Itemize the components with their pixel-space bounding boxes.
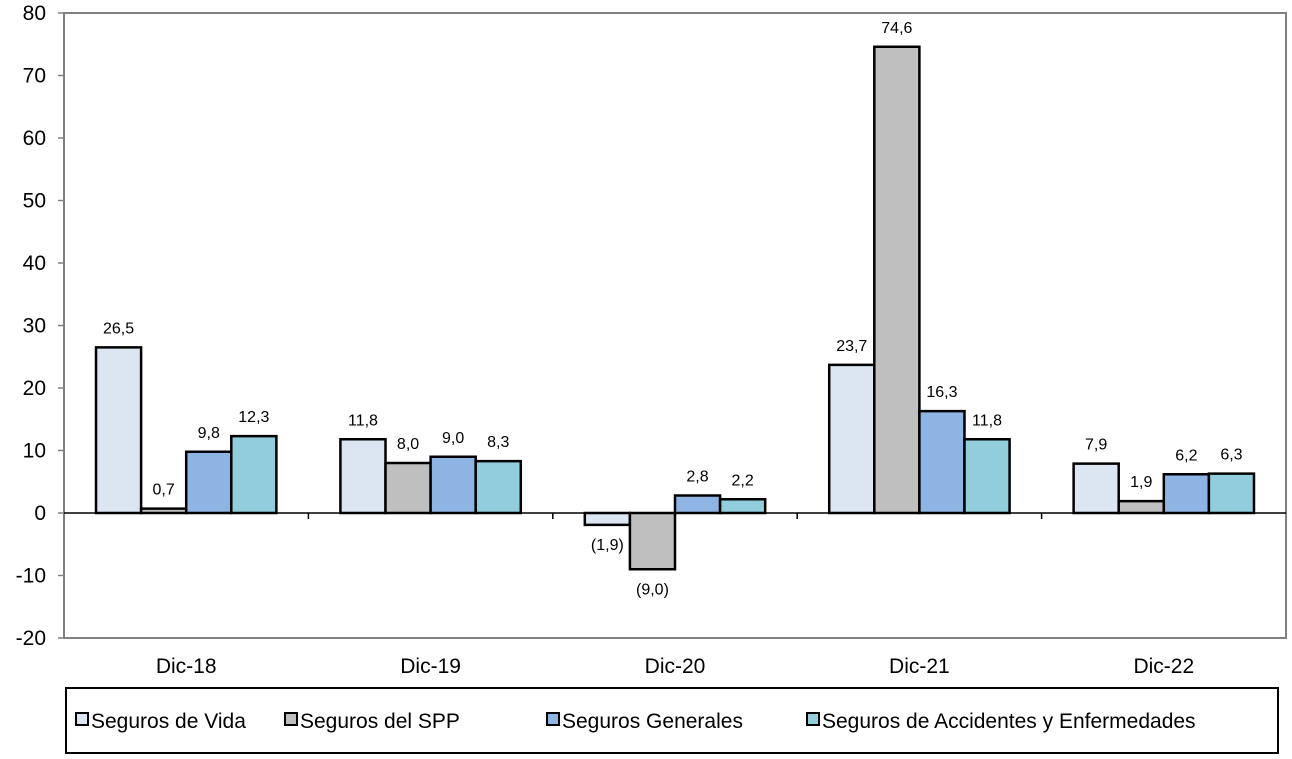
data-label: 8,3 (487, 434, 509, 451)
x-category-label: Dic-22 (1133, 655, 1194, 678)
y-tick-label: 70 (23, 65, 46, 88)
bar (339, 438, 387, 515)
data-label: (9,0) (636, 581, 669, 598)
legend-label: Seguros de Accidentes y Enfermedades (822, 710, 1196, 733)
bar (673, 494, 722, 515)
bars (94, 45, 1256, 571)
y-tick-label: -10 (16, 565, 46, 588)
data-label: 1,9 (1130, 474, 1152, 491)
legend-swatch (75, 712, 89, 726)
bar (184, 450, 233, 515)
y-tick-label: 60 (23, 127, 46, 150)
bar (1162, 473, 1211, 515)
data-label: 6,3 (1220, 447, 1242, 464)
bar (94, 346, 143, 515)
data-label: 2,8 (686, 469, 708, 486)
bar (384, 461, 432, 515)
data-label: 11,8 (972, 412, 1002, 429)
bar (139, 507, 188, 515)
bar (873, 45, 921, 515)
bar (918, 409, 966, 515)
legend-swatch (284, 712, 298, 726)
legend-label: Seguros Generales (562, 710, 743, 733)
y-tick-label: 50 (23, 190, 46, 213)
data-label: 9,0 (442, 430, 464, 447)
bar (230, 434, 278, 515)
y-tick-label: 40 (23, 252, 46, 275)
bar (1117, 499, 1166, 515)
bar (963, 438, 1011, 515)
data-label: (1,9) (591, 537, 624, 554)
data-label: 0,7 (153, 482, 175, 499)
data-label: 74,6 (881, 20, 912, 37)
bar (429, 455, 477, 515)
bar (827, 363, 876, 515)
data-label: 16,3 (926, 384, 957, 401)
bar (1207, 472, 1256, 515)
x-category-label: Dic-19 (400, 655, 461, 678)
y-tick-label: 80 (23, 2, 46, 25)
legend-swatch (546, 712, 560, 726)
legend-label: Seguros del SPP (300, 710, 460, 733)
bar (718, 498, 767, 515)
y-tick-label: 20 (23, 377, 46, 400)
bar (1072, 462, 1120, 515)
data-label: 26,5 (103, 320, 134, 337)
y-tick-label: 30 (23, 315, 46, 338)
data-label: 12,3 (238, 409, 269, 426)
data-label: 8,0 (397, 436, 419, 453)
data-label: 9,8 (198, 425, 220, 442)
data-labels: 26,5 0,7 9,8 12,3 11,8 8,0 9,0 8,3 (1,9) (9,0) 2,8… (103, 20, 1243, 599)
y-tick-label: -20 (16, 627, 46, 650)
bar (474, 459, 523, 515)
x-category-label: Dic-20 (645, 655, 706, 678)
x-category-label: Dic-18 (156, 655, 217, 678)
data-label: 11,8 (348, 412, 378, 429)
data-label: 7,9 (1085, 437, 1107, 454)
legend-box (65, 687, 1279, 754)
y-tick-label: 10 (23, 440, 46, 463)
data-label: 6,2 (1175, 447, 1197, 464)
bar (628, 511, 677, 571)
legend: Seguros de Vida Seguros del SPP Seguros Ge… (65, 687, 1279, 754)
legend-label: Seguros de Vida (91, 710, 246, 733)
data-label: 2,2 (732, 472, 754, 489)
y-tick-label: 0 (34, 502, 46, 525)
bar (583, 511, 632, 527)
legend-swatch (806, 712, 820, 726)
x-category-label: Dic-21 (889, 655, 950, 678)
data-label: 23,7 (836, 338, 867, 355)
